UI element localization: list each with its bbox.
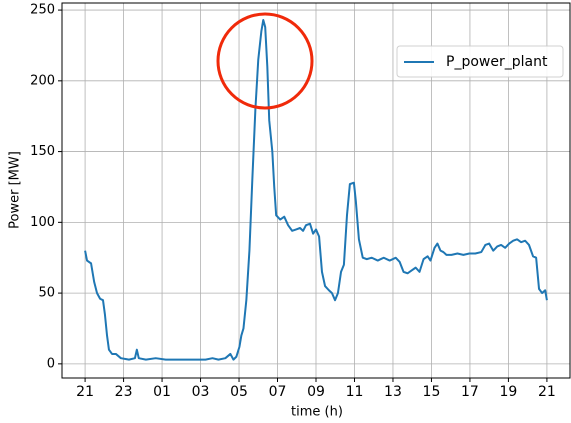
x-tick-label: 03	[192, 384, 210, 400]
x-tick-label: 21	[538, 384, 556, 400]
y-tick-label: 50	[38, 286, 55, 301]
x-tick-label: 07	[269, 384, 287, 400]
data-line	[84, 18, 548, 361]
x-tick-label: 17	[461, 384, 479, 400]
y-tick-label: 250	[30, 3, 55, 18]
y-tick-label: 100	[30, 215, 55, 230]
x-tick-label: 11	[346, 384, 364, 400]
x-tick-label: 15	[423, 384, 441, 400]
y-tick-label: 0	[47, 356, 55, 371]
x-tick-label: 13	[384, 384, 402, 400]
x-tick-label: 19	[500, 384, 518, 400]
x-axis-label: time (h)	[291, 405, 343, 420]
legend-box	[396, 45, 564, 78]
legend-label: P_power_plant	[446, 54, 548, 70]
y-tick-label: 150	[30, 144, 55, 159]
axes-frame	[61, 2, 571, 379]
x-tick-label: 01	[153, 384, 171, 400]
y-axis-label: Power [MW]	[8, 151, 23, 229]
x-tick-label: 09	[307, 384, 325, 400]
x-tick-label: 05	[230, 384, 248, 400]
highlight-circle	[216, 12, 314, 110]
x-tick-label: 23	[115, 384, 133, 400]
y-tick-label: 200	[30, 73, 55, 88]
x-tick-label: 21	[76, 384, 94, 400]
